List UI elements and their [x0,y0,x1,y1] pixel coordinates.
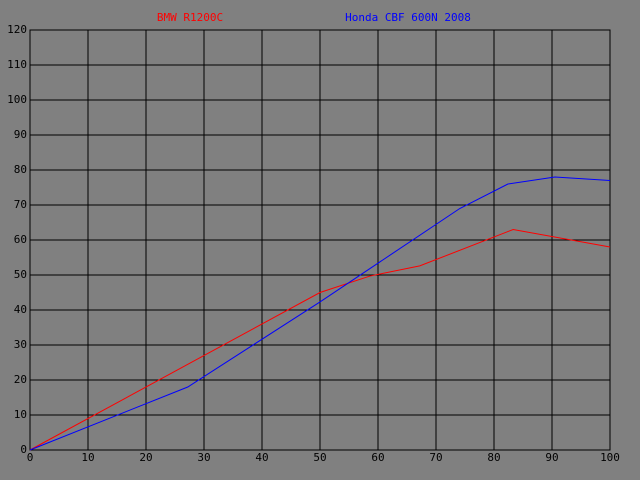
y-tick-label: 70 [14,198,27,211]
x-tick-label: 10 [81,451,94,464]
legend-label: BMW R1200C [157,11,223,24]
y-tick-label: 110 [7,58,27,71]
series-line [29,176,611,451]
x-tick-label: 0 [27,451,34,464]
y-tick-label: 80 [14,163,27,176]
y-tick-label: 100 [7,93,27,106]
y-tick-label: 120 [7,23,27,36]
x-tick-label: 100 [600,451,620,464]
y-tick-label: 20 [14,373,27,386]
x-tick-label: 50 [313,451,326,464]
series-line [29,228,611,451]
x-tick-label: 30 [197,451,210,464]
x-tick-label: 40 [255,451,268,464]
legend-label: Honda CBF 600N 2008 [345,11,471,24]
y-tick-label: 0 [20,443,27,456]
y-tick-label: 60 [14,233,27,246]
x-tick-label: 20 [139,451,152,464]
x-tick-label: 60 [371,451,384,464]
y-tick-label: 30 [14,338,27,351]
y-tick-label: 50 [14,268,27,281]
x-tick-label: 90 [545,451,558,464]
x-tick-label: 80 [487,451,500,464]
y-tick-label: 90 [14,128,27,141]
y-tick-label: 10 [14,408,27,421]
y-tick-label: 40 [14,303,27,316]
x-tick-label: 70 [429,451,442,464]
